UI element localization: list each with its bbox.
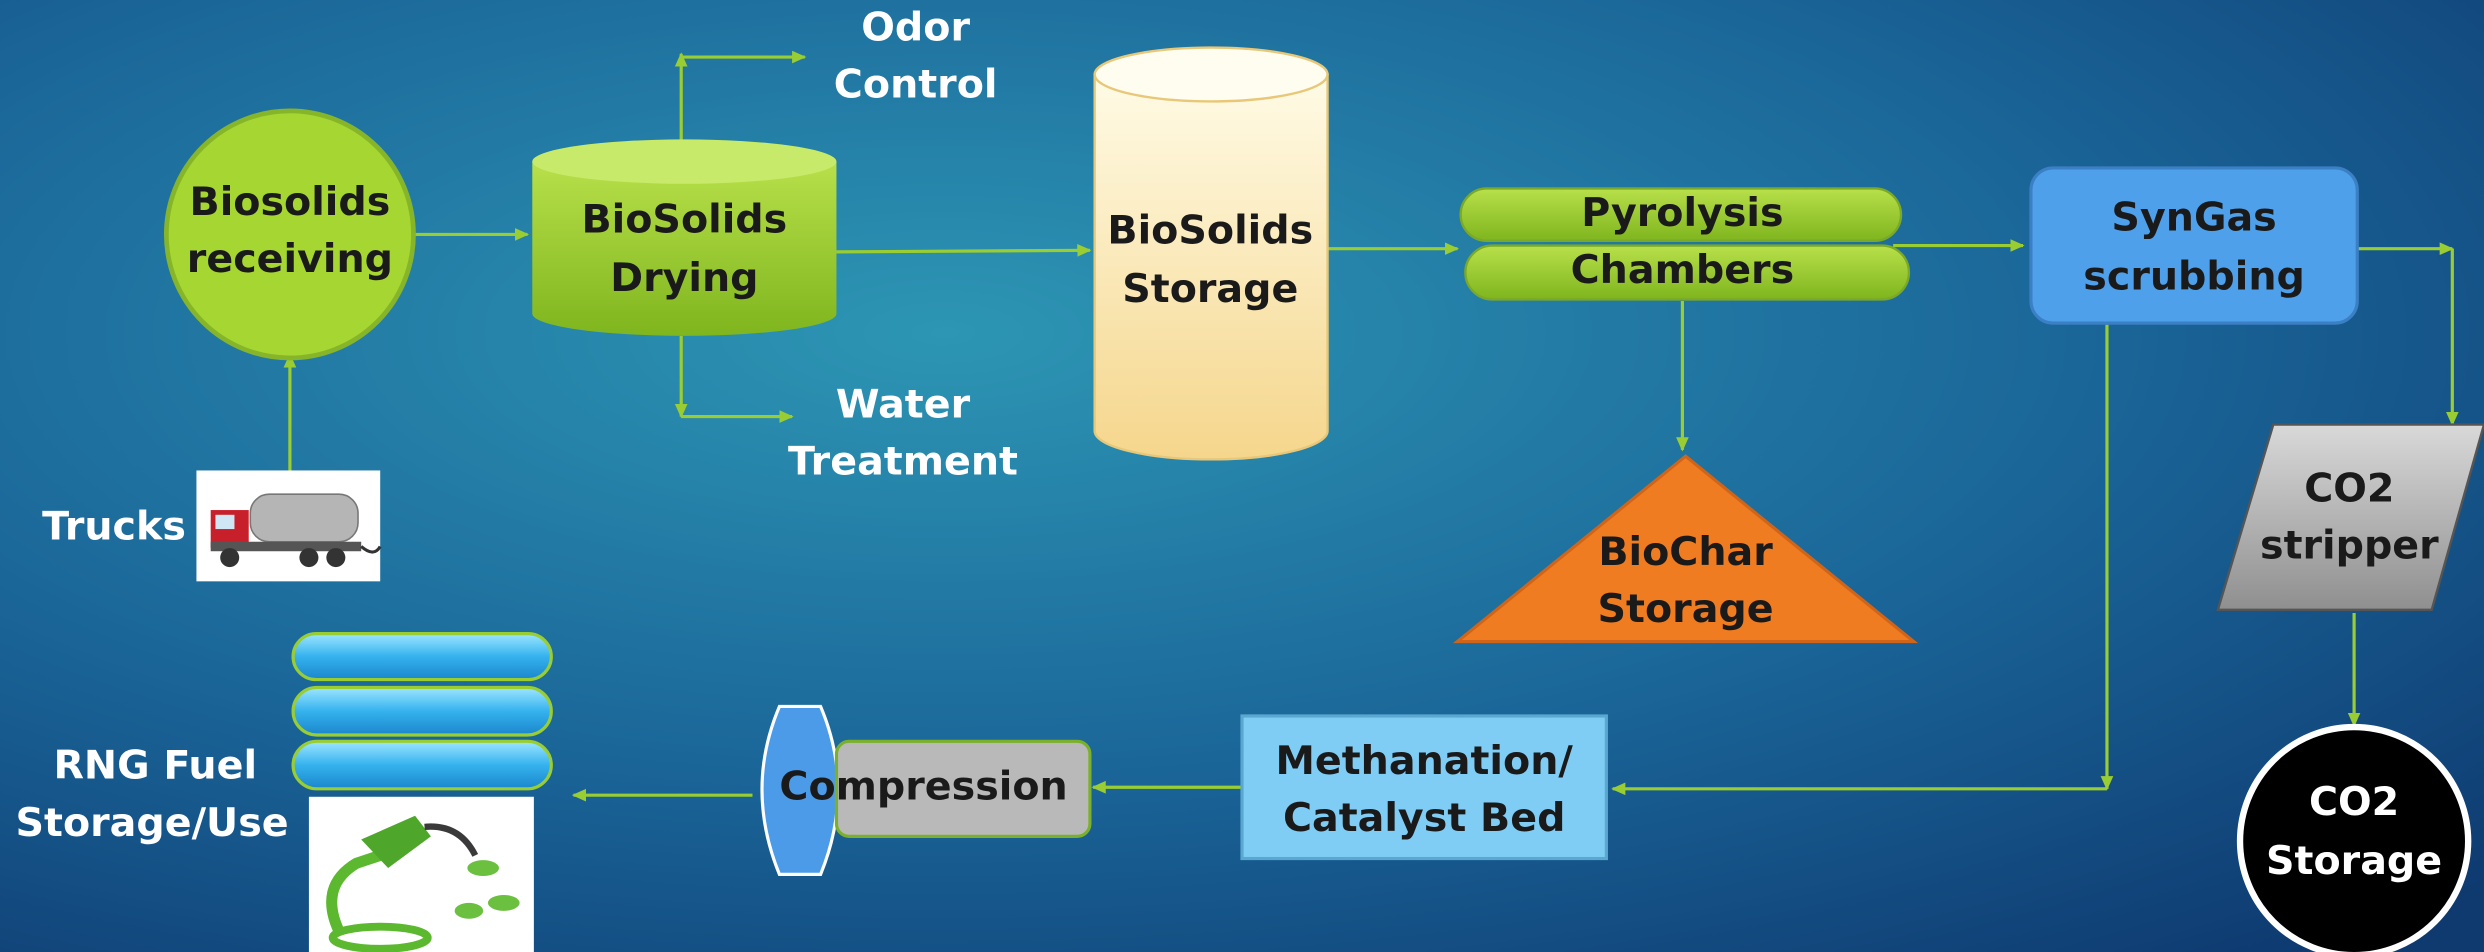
syngas-scrubbing: SynGas scrubbing <box>2031 168 2357 323</box>
node-label: Storage <box>1598 586 1774 632</box>
node-label: Chambers <box>1571 247 1795 293</box>
node-label: BioSolids <box>581 196 787 242</box>
node-label: Control <box>834 62 998 108</box>
node-label: Storage <box>1122 266 1298 312</box>
node-label: stripper <box>2260 523 2439 569</box>
node-label: Drying <box>610 255 758 301</box>
page: Biosolids receiving BioSolids Drying Odo… <box>0 0 2484 952</box>
node-label: Methanation/ <box>1276 738 1574 784</box>
fuel-nozzle-icon <box>309 797 534 952</box>
node-label: BioSolids <box>1107 207 1313 253</box>
node-label: receiving <box>187 236 393 282</box>
node-label: Compression <box>779 763 1067 809</box>
node-label: Water <box>836 382 971 428</box>
node-label: SynGas <box>2111 195 2276 241</box>
node-label: Treatment <box>788 439 1018 485</box>
node-label: RNG Fuel <box>53 743 257 789</box>
methanation: Methanation/ Catalyst Bed <box>1242 716 1606 859</box>
node-label: Odor <box>861 5 970 51</box>
biosolids-storage: BioSolids Storage <box>1095 48 1328 460</box>
node-label: CO2 <box>2309 779 2399 825</box>
diagram: Biosolids receiving BioSolids Drying Odo… <box>0 0 2484 952</box>
biosolids-receiving: Biosolids receiving <box>166 111 413 358</box>
node-label: scrubbing <box>2083 253 2305 299</box>
co2-storage: CO2 Storage <box>2240 727 2468 952</box>
node-label: CO2 <box>2304 466 2394 512</box>
node-label: Storage <box>2266 838 2442 884</box>
node-label: Biosolids <box>190 179 391 225</box>
node-label: BioChar <box>1598 529 1773 575</box>
node-label: Catalyst Bed <box>1283 795 1565 841</box>
node-label: Trucks <box>42 504 186 550</box>
node-label: Pyrolysis <box>1581 190 1783 236</box>
biosolids-drying: BioSolids Drying <box>532 139 836 335</box>
node-label: Storage/Use <box>16 800 289 846</box>
